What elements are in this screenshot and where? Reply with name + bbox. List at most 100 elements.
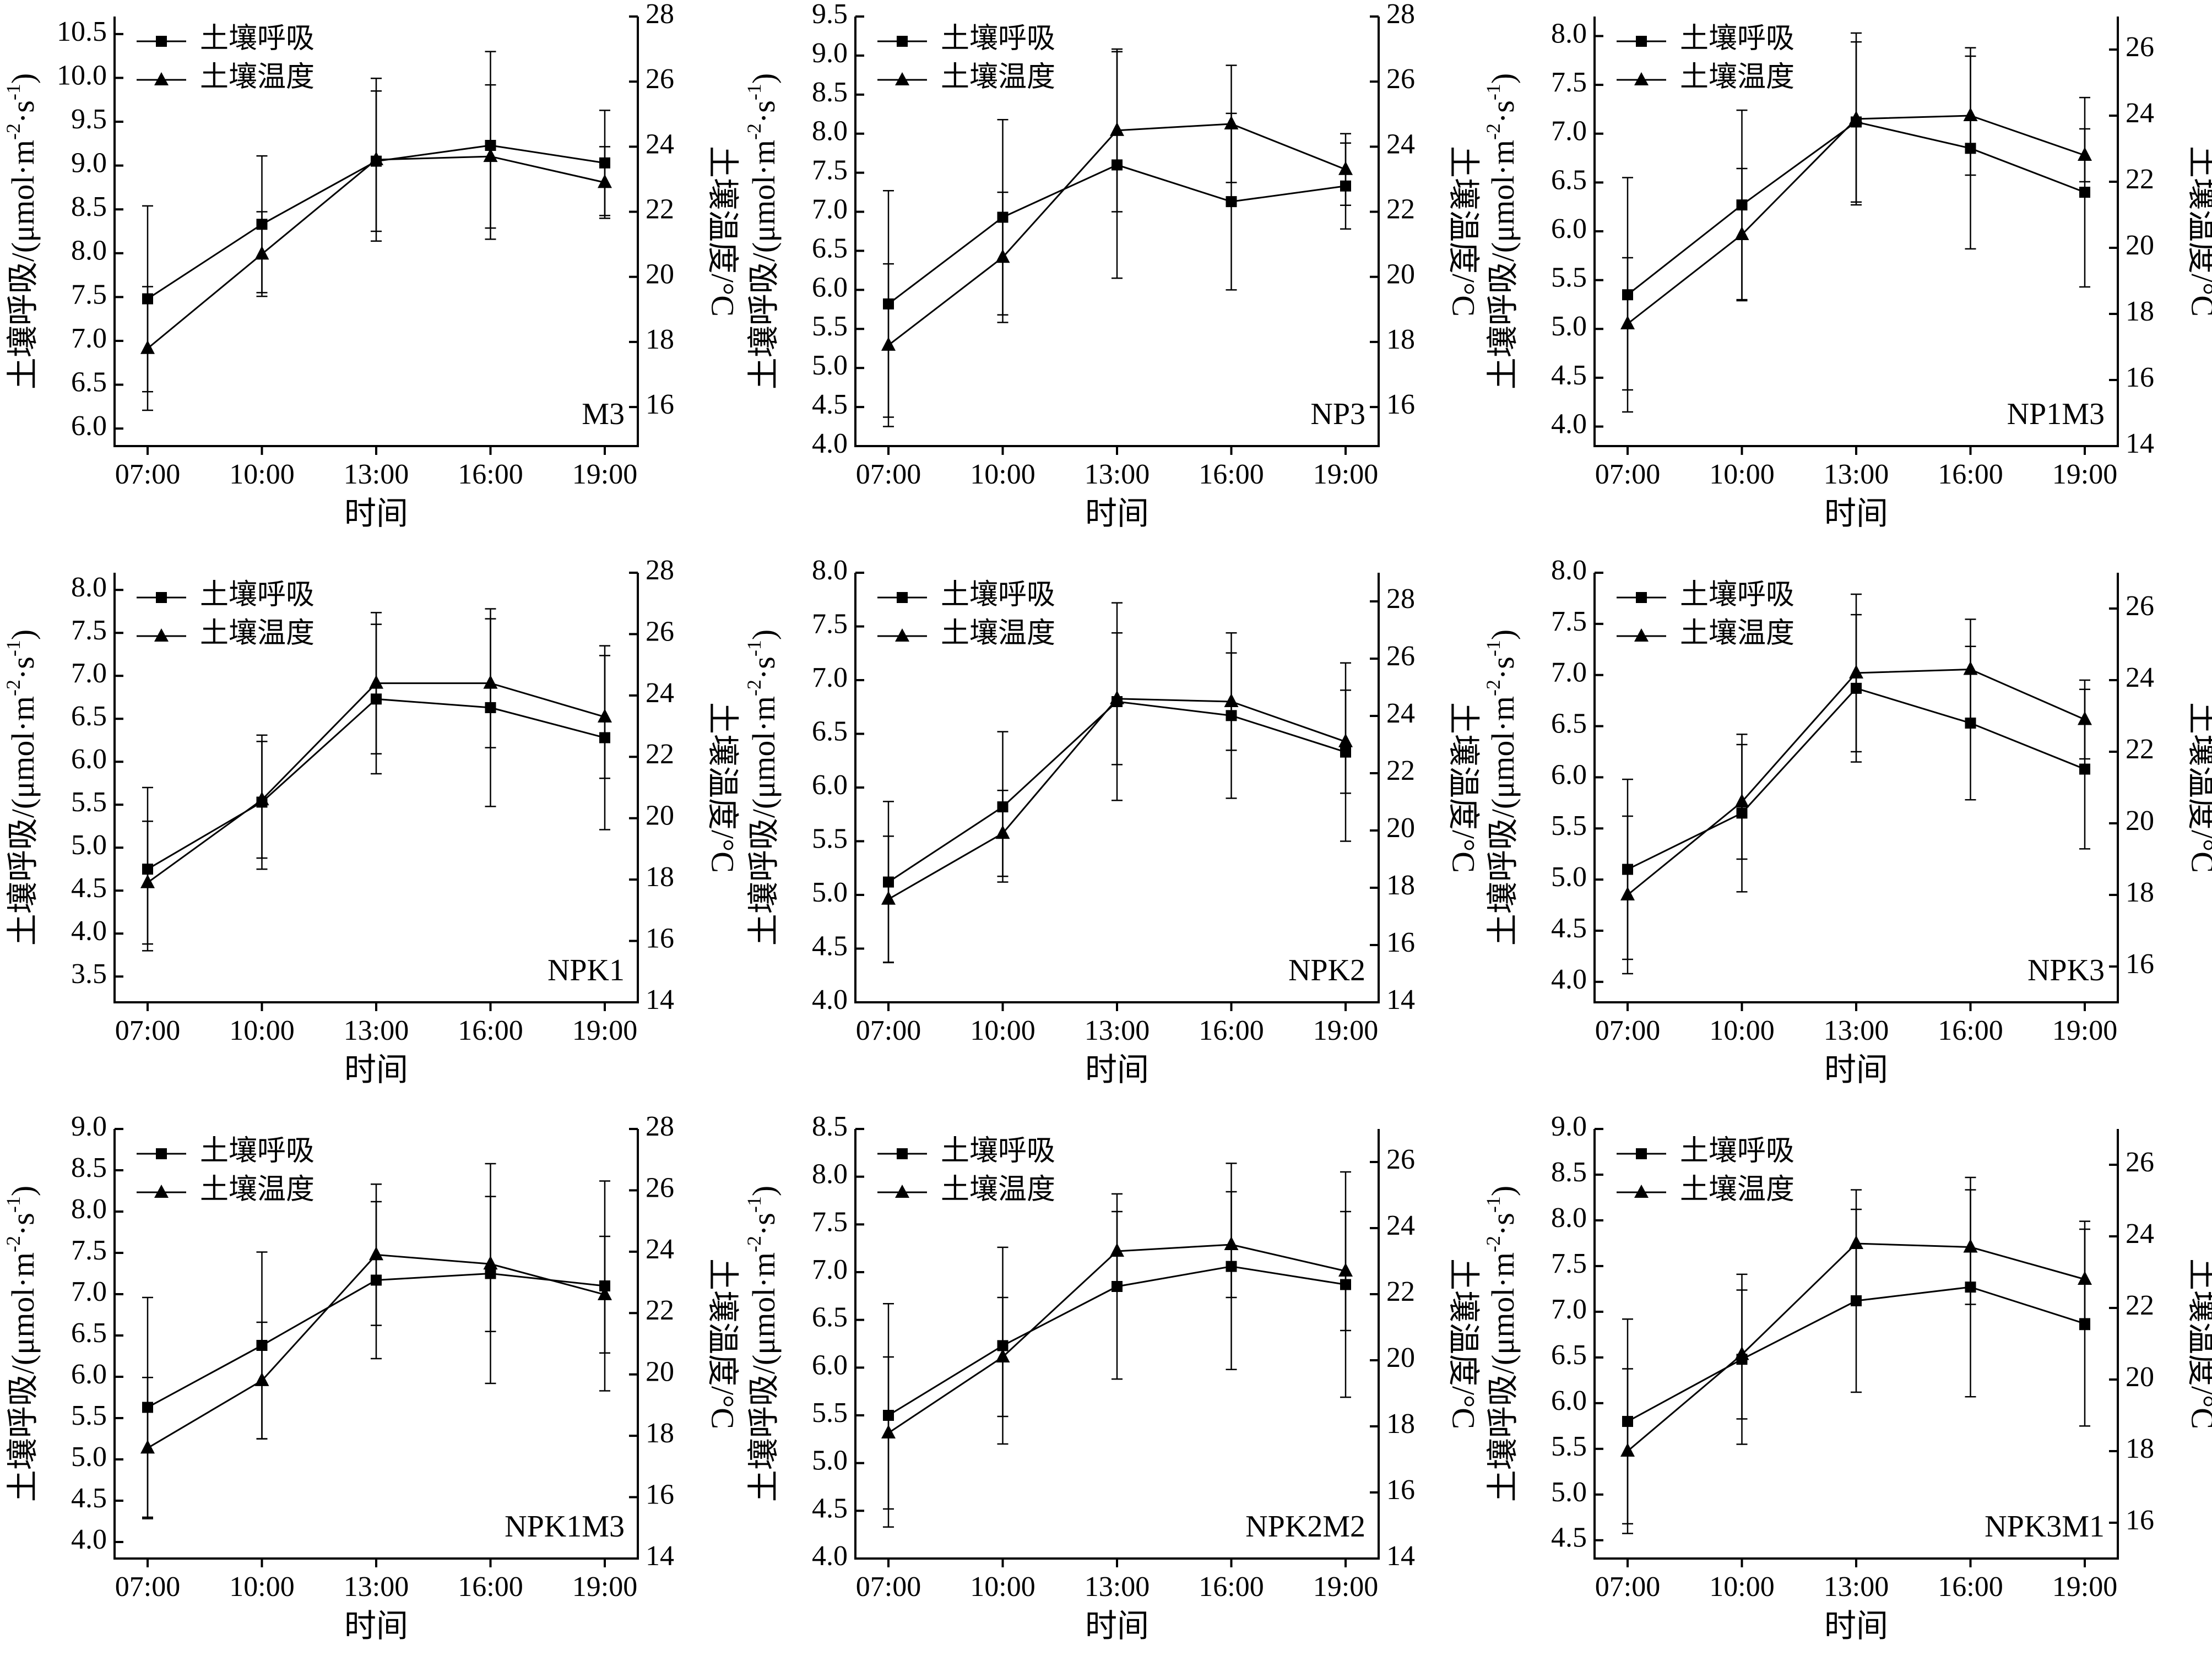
y-tick-label-left: 7.5 bbox=[1551, 67, 1587, 98]
y-tick-label-right: 18 bbox=[646, 324, 674, 355]
panel-label: NPK3 bbox=[2027, 953, 2105, 987]
x-axis-title: 时间 bbox=[344, 1608, 408, 1644]
legend-marker-triangle bbox=[895, 72, 909, 85]
y-tick-label-left: 6.0 bbox=[71, 1359, 107, 1390]
y-tick-label-right: 24 bbox=[646, 1234, 674, 1265]
panel-label: M3 bbox=[582, 397, 625, 431]
y-tick-label-left: 8.0 bbox=[71, 235, 107, 267]
legend-marker-triangle bbox=[895, 628, 909, 642]
y-axis-title-superscript: -2 bbox=[1482, 1236, 1504, 1252]
y-tick-label-left: 4.5 bbox=[1551, 360, 1587, 391]
y-axis-title-left: 土壤呼吸/(μmol·m-2·s-1) bbox=[743, 1186, 782, 1502]
x-tick-label: 19:00 bbox=[1313, 1571, 1378, 1603]
data-point-triangle bbox=[1110, 1243, 1124, 1257]
y-axis-title-part: 土壤呼吸/(μmol·m bbox=[1485, 696, 1521, 946]
legend-label-resp: 土壤呼吸 bbox=[941, 23, 1055, 55]
y-tick-label-right: 24 bbox=[1386, 1210, 1415, 1241]
x-axis-title: 时间 bbox=[344, 1052, 408, 1088]
y-tick-label-left: 5.5 bbox=[1551, 810, 1587, 841]
y-axis-title-part: 土壤呼吸/(μmol·m bbox=[746, 696, 782, 946]
y-tick-label-right: 24 bbox=[2126, 662, 2154, 693]
y-tick-label-right: 20 bbox=[2126, 230, 2154, 261]
y-tick-label-right: 16 bbox=[2126, 948, 2154, 980]
x-tick-label: 19:00 bbox=[2052, 459, 2117, 490]
y-tick-label-right: 18 bbox=[646, 861, 674, 893]
data-point-triangle bbox=[1620, 887, 1635, 900]
data-point-square bbox=[1965, 718, 1976, 729]
y-tick-label-left: 8.5 bbox=[71, 1152, 107, 1183]
data-point-triangle bbox=[254, 246, 269, 260]
y-tick-label-right: 24 bbox=[646, 677, 674, 709]
y-tick-label-left: 6.0 bbox=[812, 769, 848, 801]
y-tick-label-right: 20 bbox=[1386, 812, 1415, 844]
x-tick-label: 07:00 bbox=[115, 1015, 180, 1046]
y-tick-label-right: 26 bbox=[646, 1172, 674, 1203]
y-tick-label-left: 8.0 bbox=[1551, 18, 1587, 49]
y-tick-label-right: 20 bbox=[646, 800, 674, 832]
y-axis-title-superscript: -1 bbox=[1482, 84, 1504, 100]
y-tick-label-right: 16 bbox=[1386, 927, 1415, 958]
y-axis-title-part: ) bbox=[746, 629, 782, 640]
y-tick-label-right: 24 bbox=[1386, 128, 1415, 160]
x-tick-label: 10:00 bbox=[970, 1571, 1035, 1603]
y-axis-title-part: ) bbox=[5, 73, 41, 84]
y-axis-title-part: ) bbox=[5, 629, 41, 640]
y-tick-label-left: 4.0 bbox=[1551, 964, 1587, 995]
y-axis-title-right: 土壤温度/°C bbox=[705, 1258, 741, 1429]
y-axis-title-part: 土壤呼吸/(μmol·m bbox=[5, 696, 41, 946]
y-axis-title-superscript: -1 bbox=[2, 84, 24, 100]
y-tick-label-left: 5.0 bbox=[1551, 861, 1587, 893]
y-tick-label-right: 22 bbox=[2126, 734, 2154, 765]
x-tick-label: 13:00 bbox=[344, 1571, 409, 1603]
y-tick-label-left: 4.5 bbox=[71, 1483, 107, 1514]
legend-label-resp: 土壤呼吸 bbox=[941, 1136, 1055, 1167]
legend-marker-square bbox=[1636, 36, 1647, 47]
y-tick-label-left: 4.0 bbox=[812, 984, 848, 1016]
data-point-triangle bbox=[1338, 1263, 1353, 1277]
y-tick-label-left: 7.5 bbox=[812, 608, 848, 639]
data-point-triangle bbox=[1224, 693, 1239, 707]
y-tick-label-left: 5.0 bbox=[812, 350, 848, 381]
y-axis-title-left: 土壤呼吸/(μmol·m-2·s-1) bbox=[2, 1186, 41, 1502]
y-axis-title-part: ·s bbox=[746, 656, 782, 680]
y-tick-label-right: 24 bbox=[2126, 1218, 2154, 1250]
x-tick-label: 10:00 bbox=[229, 1571, 294, 1603]
y-tick-label-right: 26 bbox=[1386, 1144, 1415, 1175]
y-tick-label-left: 7.0 bbox=[812, 1254, 848, 1285]
y-tick-label-left: 6.5 bbox=[71, 367, 107, 398]
legend-marker-square bbox=[1636, 1148, 1647, 1159]
y-tick-label-left: 5.0 bbox=[71, 829, 107, 861]
y-tick-label-left: 7.0 bbox=[812, 662, 848, 693]
x-tick-label: 16:00 bbox=[1938, 459, 2003, 490]
x-tick-label: 13:00 bbox=[1085, 459, 1150, 490]
data-point-triangle bbox=[1734, 794, 1749, 807]
y-tick-label-left: 6.0 bbox=[1551, 759, 1587, 790]
y-tick-label-right: 20 bbox=[646, 1356, 674, 1388]
y-tick-label-left: 6.0 bbox=[812, 1349, 848, 1381]
y-tick-label-left: 5.5 bbox=[1551, 262, 1587, 294]
y-tick-label-left: 5.0 bbox=[1551, 1476, 1587, 1508]
y-tick-label-left: 5.5 bbox=[1551, 1431, 1587, 1462]
panel-label: NP3 bbox=[1310, 397, 1365, 431]
y-tick-label-left: 5.5 bbox=[71, 1400, 107, 1431]
y-tick-label-left: 7.0 bbox=[1551, 1294, 1587, 1325]
x-tick-label: 07:00 bbox=[115, 1571, 180, 1603]
legend-marker-square bbox=[897, 1148, 908, 1159]
y-tick-label-right: 18 bbox=[1386, 324, 1415, 355]
y-axis-title-right: 土壤温度/°C bbox=[1446, 1258, 1482, 1429]
y-tick-label-left: 8.0 bbox=[71, 572, 107, 603]
panel-label: NPK1M3 bbox=[505, 1510, 625, 1544]
x-tick-label: 19:00 bbox=[1313, 459, 1378, 490]
y-tick-label-left: 10.0 bbox=[57, 59, 107, 91]
x-axis-title: 时间 bbox=[1085, 1608, 1149, 1644]
y-tick-label-left: 7.5 bbox=[1551, 1248, 1587, 1279]
y-tick-label-left: 7.5 bbox=[1551, 606, 1587, 637]
y-axis-title-part: 土壤呼吸/(μmol·m bbox=[5, 140, 41, 389]
data-point-square bbox=[1226, 196, 1237, 208]
y-axis-title-right: 土壤温度/°C bbox=[2185, 702, 2212, 873]
y-tick-label-right: 20 bbox=[646, 259, 674, 290]
x-tick-label: 13:00 bbox=[344, 1015, 409, 1046]
y-tick-label-left: 6.5 bbox=[1551, 164, 1587, 196]
y-tick-label-right: 26 bbox=[646, 63, 674, 95]
